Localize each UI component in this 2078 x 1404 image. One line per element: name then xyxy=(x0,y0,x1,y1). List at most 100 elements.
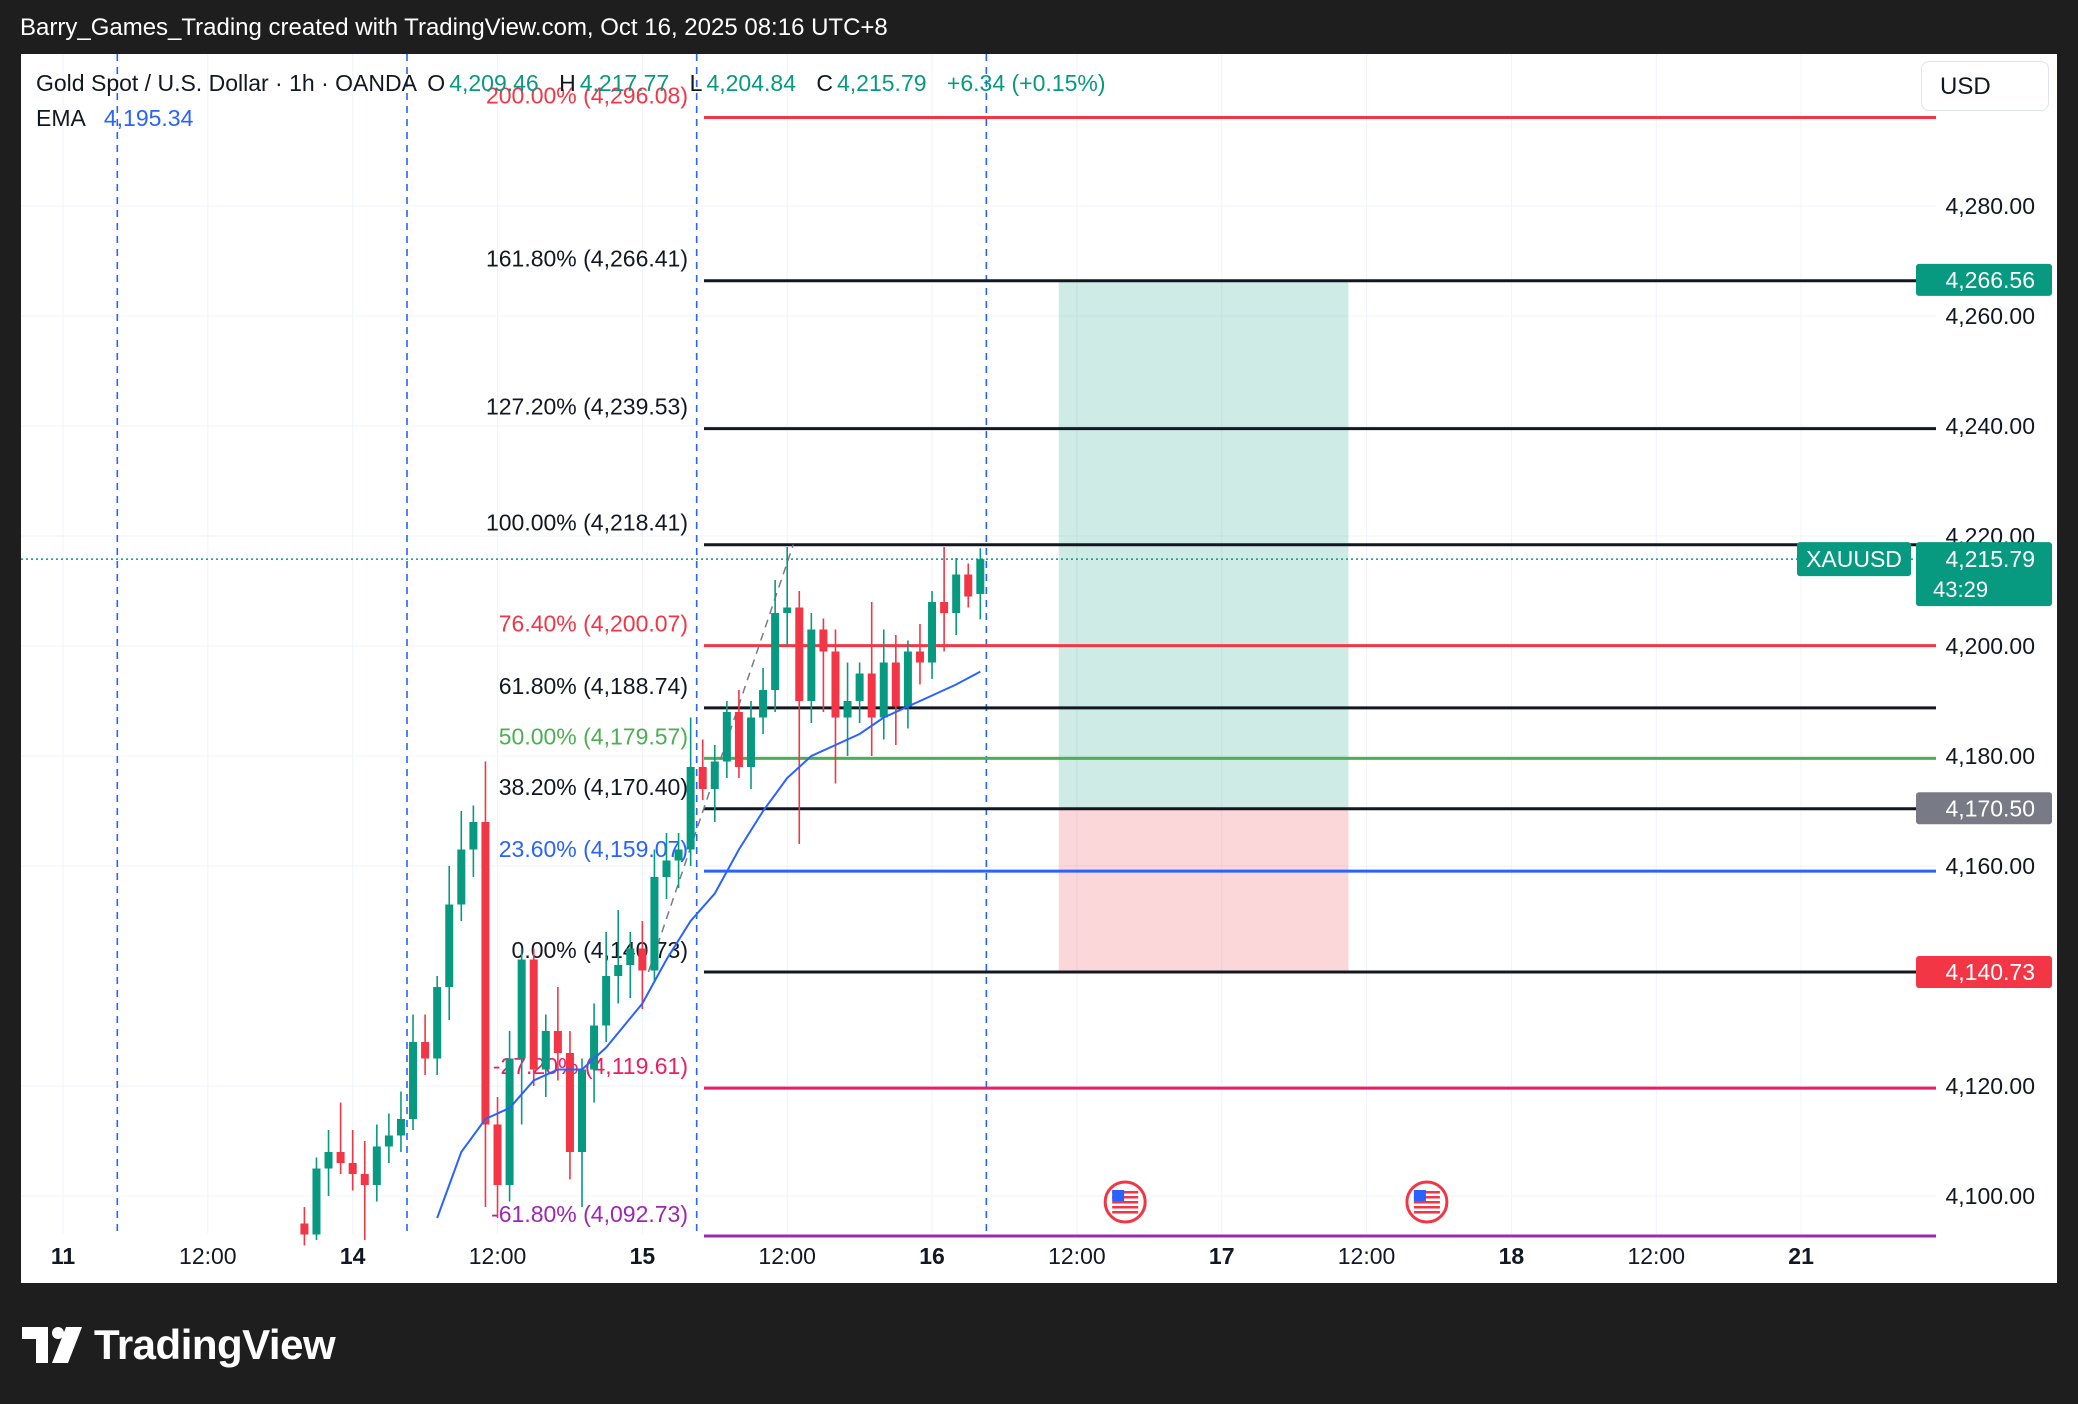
symbol-tag xyxy=(1797,542,1911,577)
chart-panel[interactable]: 200.00% (4,296.08) 161.80% (4,266.41) 127.… xyxy=(21,54,2057,1283)
candle-body xyxy=(529,959,538,1070)
legend-ohlc: Gold Spot / U.S. Dollar · 1h · OANDA O 4,… xyxy=(36,70,1119,97)
fib-level-label: 127.20% (4,239.53) xyxy=(486,394,688,420)
candle-body xyxy=(759,690,768,718)
fib-level-label: 38.20% (4,170.40) xyxy=(499,774,688,800)
candle-body xyxy=(891,662,900,707)
candle-body xyxy=(541,1031,550,1070)
x-tick-label: 17 xyxy=(1209,1243,1235,1269)
y-tick-label: 4,120.00 xyxy=(1945,1073,2035,1099)
candle-body xyxy=(578,1069,587,1152)
axis-price-tag xyxy=(1916,955,2052,988)
fib-level-label: 50.00% (4,179.57) xyxy=(499,723,688,749)
candle-body xyxy=(384,1135,393,1147)
flag-canton xyxy=(1112,1190,1125,1201)
fib-level-label: 200.00% (4,296.08) xyxy=(486,83,688,109)
position-stop-zone xyxy=(1058,808,1349,972)
flag-stripe xyxy=(1112,1191,1139,1194)
candle-body xyxy=(915,651,924,663)
candle-body xyxy=(638,948,647,971)
flag-stripe xyxy=(1413,1206,1440,1209)
candle-body xyxy=(565,1053,574,1152)
candle-body xyxy=(976,559,985,594)
candle-body xyxy=(746,717,755,767)
axis-price-label: 4,266.56 xyxy=(1945,267,2035,293)
candle-body xyxy=(409,1042,418,1119)
open-value: 4,209.46 xyxy=(449,70,539,96)
fib-level-label: 61.80% (4,188.74) xyxy=(499,673,688,699)
ema-label: EMA xyxy=(36,105,86,131)
fib-level-label: 161.80% (4,266.41) xyxy=(486,246,688,272)
y-tick-label: 4,200.00 xyxy=(1945,633,2035,659)
axis-price-tag xyxy=(1916,263,2052,296)
candle-body xyxy=(940,602,949,613)
ema-value: 4,195.34 xyxy=(103,105,194,131)
x-tick-label: 12:00 xyxy=(1048,1243,1106,1269)
x-tick-label: 14 xyxy=(340,1243,366,1269)
x-tick-label: 12:00 xyxy=(469,1243,527,1269)
candle-body xyxy=(807,629,816,701)
candle-body xyxy=(433,987,442,1059)
candle-body xyxy=(421,1042,430,1059)
symbol-tag-label: XAUUSD xyxy=(1806,546,1902,572)
candle-body xyxy=(614,965,623,976)
chart-caption: Barry_Games_Trading created with Trading… xyxy=(20,14,888,41)
last-price-label: 4,215.79 xyxy=(1945,546,2035,572)
tradingview-logo[interactable]: TradingView xyxy=(22,1320,336,1370)
y-tick-label: 4,280.00 xyxy=(1945,193,2035,219)
candle-body xyxy=(445,904,454,987)
candle-body xyxy=(626,948,635,965)
candle-body xyxy=(734,712,743,767)
candle-body xyxy=(783,607,792,613)
y-tick-label: 4,160.00 xyxy=(1945,853,2035,879)
brand-name: TradingView xyxy=(94,1321,336,1368)
fib-level-label: 100.00% (4,218.41) xyxy=(486,510,688,536)
price-chart[interactable]: 200.00% (4,296.08) 161.80% (4,266.41) 127.… xyxy=(21,54,2057,1283)
candle-body xyxy=(855,673,864,701)
candle-body xyxy=(457,849,466,905)
candle-body xyxy=(903,651,912,707)
last-price-tag xyxy=(1916,542,2052,607)
flag-canton xyxy=(1413,1190,1426,1201)
candle-body xyxy=(928,602,937,663)
y-tick-label: 4,180.00 xyxy=(1945,743,2035,769)
candle-body xyxy=(360,1174,369,1185)
x-tick-label: 16 xyxy=(919,1243,945,1269)
fib-level-label: -61.80% (4,092.73) xyxy=(491,1201,688,1227)
currency-selector[interactable]: USD xyxy=(1921,61,2049,111)
candle-body xyxy=(396,1119,405,1136)
candle-body xyxy=(493,1124,502,1185)
axis-price-label: 4,170.50 xyxy=(1945,795,2035,821)
x-tick-label: 12:00 xyxy=(758,1243,816,1269)
candle-body xyxy=(952,574,961,613)
fib-level-label: 0.00% (4,140.73) xyxy=(512,937,688,963)
close-value: 4,215.79 xyxy=(837,70,927,96)
x-tick-label: 12:00 xyxy=(179,1243,237,1269)
flag-stripe xyxy=(1112,1211,1139,1214)
candle-body xyxy=(819,629,828,652)
candle-body xyxy=(372,1146,381,1185)
x-tick-label: 11 xyxy=(51,1243,76,1269)
legend-title: Gold Spot / U.S. Dollar · 1h · OANDA xyxy=(36,70,417,96)
flag-stripe xyxy=(1413,1196,1440,1199)
candle-body xyxy=(469,822,478,850)
legend-ema: EMA 4,195.34 xyxy=(36,105,197,132)
bar-countdown-label: 43:29 xyxy=(1933,577,1988,602)
candle-body xyxy=(312,1168,321,1235)
x-tick-label: 12:00 xyxy=(1338,1243,1396,1269)
candle-body xyxy=(336,1152,345,1163)
candle-body xyxy=(662,860,671,877)
candle-body xyxy=(505,1058,514,1185)
y-tick-label: 4,240.00 xyxy=(1945,413,2035,439)
candle-body xyxy=(710,761,719,789)
x-tick-label: 21 xyxy=(1788,1243,1814,1269)
candle-body xyxy=(481,822,490,1125)
candle-body xyxy=(553,1031,562,1053)
candle-body xyxy=(686,767,695,850)
candle-body xyxy=(517,959,526,1059)
axis-price-tag xyxy=(1916,792,2052,825)
flag-stripe xyxy=(1413,1211,1440,1214)
x-tick-label: 18 xyxy=(1499,1243,1525,1269)
flag-stripe xyxy=(1413,1191,1440,1194)
fib-level-label: 23.60% (4,159.07) xyxy=(499,836,688,862)
